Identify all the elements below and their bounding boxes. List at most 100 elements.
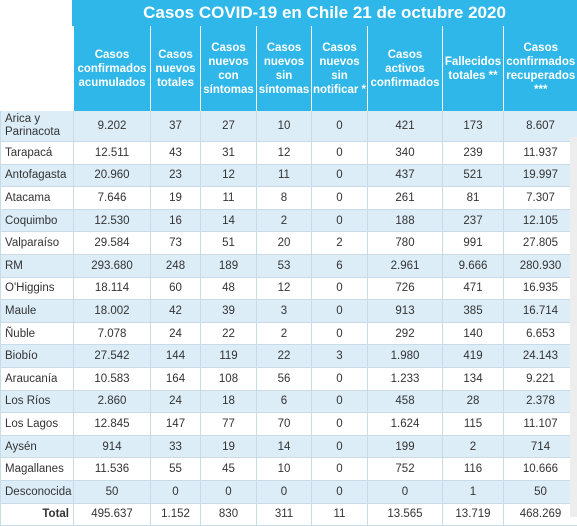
table-cell: 0 bbox=[312, 142, 368, 165]
table-cell: 6.653 bbox=[504, 322, 577, 345]
total-cell: 13.719 bbox=[443, 503, 504, 526]
table-cell: 2.961 bbox=[368, 254, 443, 277]
table-cell: 2 bbox=[257, 209, 312, 232]
region-name: RM bbox=[1, 254, 74, 277]
table-cell: 24 bbox=[151, 390, 201, 413]
table-cell: 458 bbox=[368, 390, 443, 413]
table-cell: 188 bbox=[368, 209, 443, 232]
table-cell: 0 bbox=[312, 322, 368, 345]
table-cell: 0 bbox=[312, 458, 368, 481]
table-cell: 50 bbox=[504, 480, 577, 503]
region-name: Magallanes bbox=[1, 458, 74, 481]
table-cell: 116 bbox=[443, 458, 504, 481]
table-cell: 0 bbox=[312, 390, 368, 413]
table-cell: 55 bbox=[151, 458, 201, 481]
header-corner bbox=[1, 26, 74, 111]
table-cell: 12.105 bbox=[504, 209, 577, 232]
table-cell: 164 bbox=[151, 367, 201, 390]
table-cell: 293.680 bbox=[74, 254, 151, 277]
table-cell: 28 bbox=[443, 390, 504, 413]
total-cell: 495.637 bbox=[74, 503, 151, 526]
table-cell: 70 bbox=[257, 413, 312, 436]
total-cell: 13.565 bbox=[368, 503, 443, 526]
table-cell: 27 bbox=[201, 111, 257, 142]
table-cell: 12.511 bbox=[74, 142, 151, 165]
table-cell: 19.997 bbox=[504, 164, 577, 187]
table-cell: 23 bbox=[151, 164, 201, 187]
table-cell: 73 bbox=[151, 232, 201, 255]
table-cell: 45 bbox=[201, 458, 257, 481]
table-cell: 108 bbox=[201, 367, 257, 390]
table-cell: 6 bbox=[257, 390, 312, 413]
table-cell: 292 bbox=[368, 322, 443, 345]
table-cell: 0 bbox=[312, 277, 368, 300]
table-cell: 12.530 bbox=[74, 209, 151, 232]
table-cell: 1.624 bbox=[368, 413, 443, 436]
table-cell: 726 bbox=[368, 277, 443, 300]
region-name: Atacama bbox=[1, 187, 74, 210]
table-cell: 43 bbox=[151, 142, 201, 165]
vertical-scrollbar[interactable] bbox=[570, 137, 577, 517]
table-cell: 7.646 bbox=[74, 187, 151, 210]
table-cell: 22 bbox=[201, 322, 257, 345]
table-cell: 77 bbox=[201, 413, 257, 436]
table-cell: 51 bbox=[201, 232, 257, 255]
table-cell: 0 bbox=[151, 480, 201, 503]
region-name: Valparaíso bbox=[1, 232, 74, 255]
header-nuevos-con-sintomas: Casos nuevos con síntomas bbox=[201, 26, 257, 111]
table-cell: 8 bbox=[257, 187, 312, 210]
table-cell: 0 bbox=[312, 209, 368, 232]
table-cell: 991 bbox=[443, 232, 504, 255]
table-cell: 189 bbox=[201, 254, 257, 277]
table-cell: 60 bbox=[151, 277, 201, 300]
total-cell: 11 bbox=[312, 503, 368, 526]
total-cell: 468.269 bbox=[504, 503, 577, 526]
header-activos-confirmados: Casos activos confirmados bbox=[368, 26, 443, 111]
table-cell: 521 bbox=[443, 164, 504, 187]
table-cell: 10.583 bbox=[74, 367, 151, 390]
table-cell: 437 bbox=[368, 164, 443, 187]
header-nuevos-sin-sintomas: Casos nuevos sin síntomas bbox=[257, 26, 312, 111]
table-cell: 31 bbox=[201, 142, 257, 165]
header-nuevos-sin-notificar: Casos nuevos sin notificar * bbox=[312, 26, 368, 111]
table-cell: 39 bbox=[201, 300, 257, 323]
header-confirmados-recuperados: Casos confirmados recuperados *** bbox=[504, 26, 577, 111]
table-cell: 0 bbox=[312, 111, 368, 142]
table-cell: 24.143 bbox=[504, 345, 577, 368]
table-cell: 11.107 bbox=[504, 413, 577, 436]
table-cell: 27.805 bbox=[504, 232, 577, 255]
covid-cases-table: Casos confirmados acumulados Casos nuevo… bbox=[0, 26, 577, 526]
region-name: Araucanía bbox=[1, 367, 74, 390]
table-cell: 12 bbox=[257, 277, 312, 300]
region-name: Arica y Parinacota bbox=[1, 111, 74, 142]
table-cell: 1.233 bbox=[368, 367, 443, 390]
table-cell: 24 bbox=[151, 322, 201, 345]
table-cell: 6 bbox=[312, 254, 368, 277]
table-cell: 3 bbox=[312, 345, 368, 368]
table-cell: 0 bbox=[312, 367, 368, 390]
table-cell: 11.937 bbox=[504, 142, 577, 165]
table-cell: 2.860 bbox=[74, 390, 151, 413]
table-cell: 9.202 bbox=[74, 111, 151, 142]
table-cell: 9.221 bbox=[504, 367, 577, 390]
table-cell: 33 bbox=[151, 435, 201, 458]
table-cell: 8.607 bbox=[504, 111, 577, 142]
region-name: Ñuble bbox=[1, 322, 74, 345]
table-cell: 42 bbox=[151, 300, 201, 323]
table-cell: 16.714 bbox=[504, 300, 577, 323]
table-cell: 2 bbox=[312, 232, 368, 255]
header-nuevos-totales: Casos nuevos totales bbox=[151, 26, 201, 111]
table-cell: 11 bbox=[257, 164, 312, 187]
table-cell: 147 bbox=[151, 413, 201, 436]
